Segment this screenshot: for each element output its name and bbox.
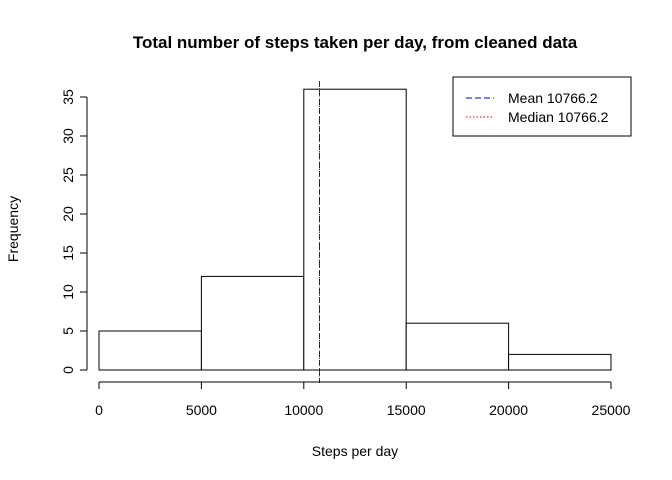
legend-box [452,76,632,137]
x-tick-label: 20000 [489,402,528,418]
y-tick-label: 20 [60,206,76,222]
x-axis-label: Steps per day [312,443,398,459]
x-axis: 0 5000 10000 15000 20000 25000 [95,381,631,418]
y-axis: 0 5 10 15 20 25 30 35 [60,89,88,374]
y-tick-label: 10 [60,284,76,300]
histogram-bar [98,330,202,371]
legend-label: Median 10766.2 [508,109,609,125]
histogram-bars [98,88,612,371]
y-tick-label: 5 [60,327,76,335]
y-tick-label: 0 [60,366,76,374]
x-tick-label: 15000 [387,402,426,418]
legend: Mean 10766.2 Median 10766.2 [452,76,632,137]
histogram-bar [303,88,407,371]
histogram-bar [200,275,305,371]
x-tick-label: 5000 [186,402,217,418]
y-tick-label: 35 [60,89,76,105]
x-tick-label: 25000 [592,402,631,418]
histogram-bar [405,322,510,371]
y-tick-label: 25 [60,167,76,183]
chart-title: Total number of steps taken per day, fro… [133,33,578,52]
x-tick-label: 0 [95,402,103,418]
legend-label: Mean 10766.2 [508,90,598,106]
y-tick-label: 15 [60,245,76,261]
y-tick-label: 30 [60,128,76,144]
x-tick-label: 10000 [284,402,323,418]
y-axis-label: Frequency [5,196,21,262]
histogram-bar [508,353,612,371]
